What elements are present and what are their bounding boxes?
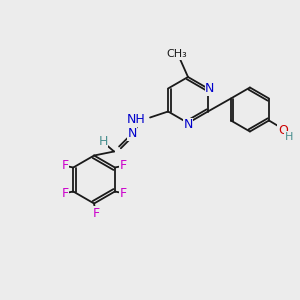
Text: CH₃: CH₃ [167, 49, 188, 59]
Text: F: F [119, 159, 126, 172]
Text: F: F [62, 159, 69, 172]
Text: F: F [62, 187, 69, 200]
Text: NH: NH [126, 113, 145, 126]
Text: O: O [278, 124, 288, 137]
Text: N: N [205, 82, 214, 95]
Text: H: H [285, 131, 293, 142]
Text: H: H [98, 135, 108, 148]
Text: F: F [119, 187, 126, 200]
Text: F: F [92, 207, 100, 220]
Text: N: N [128, 127, 137, 140]
Text: N: N [183, 118, 193, 131]
